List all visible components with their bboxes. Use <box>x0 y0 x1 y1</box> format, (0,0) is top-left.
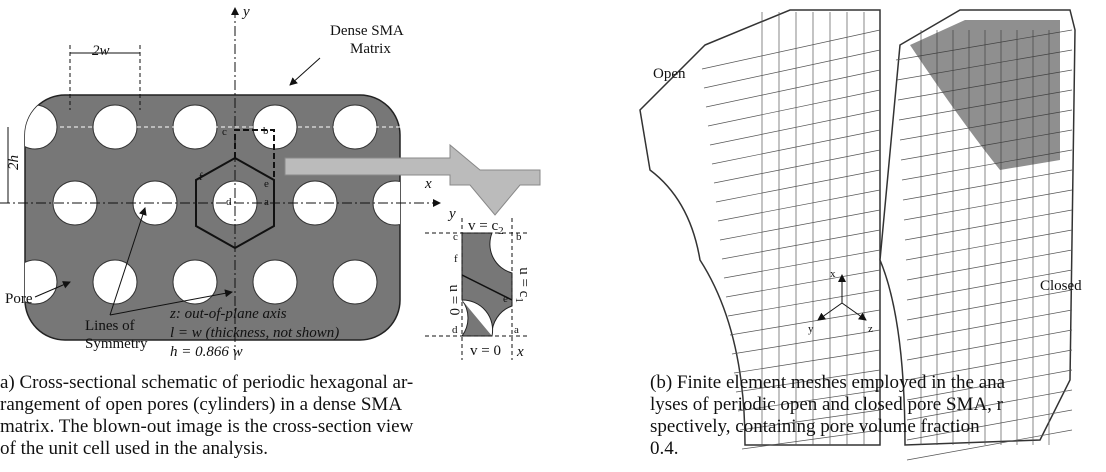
meshes: Open Closed x y z (b) Finite element mes… <box>640 10 1082 460</box>
label: Open <box>653 66 686 82</box>
caption-line: rangement of open pores (cylinders) in a… <box>0 394 402 415</box>
note: l = w (thickness, not shown) <box>170 325 339 341</box>
hex-point: b <box>263 125 269 137</box>
label: 2w <box>92 43 110 59</box>
caption: a) Cross-sectional schematic of periodic… <box>0 372 414 459</box>
label: Closed <box>1040 278 1082 294</box>
label: Dense SMA <box>330 23 404 39</box>
caption-line: a) Cross-sectional schematic of periodic… <box>0 372 413 393</box>
axis-label: x <box>424 176 432 192</box>
hex-point: d <box>226 196 232 208</box>
axis-label: z <box>868 323 873 335</box>
pore <box>13 105 57 149</box>
bc: u = 0 <box>446 285 462 316</box>
pore <box>253 260 297 304</box>
label: a <box>514 324 519 336</box>
pore <box>93 260 137 304</box>
pore <box>173 260 217 304</box>
bc: u = c1 <box>513 267 532 303</box>
caption-line: matrix. The blown-out image is the cross… <box>0 416 414 437</box>
label: Symmetry <box>85 336 148 352</box>
caption-line: lyses of periodic open and closed pore S… <box>650 394 1004 415</box>
axis-label: x <box>516 344 524 360</box>
axis-label: x <box>830 268 836 280</box>
note: z: out-of-plane axis <box>169 306 287 322</box>
bc: v = 0 <box>470 343 501 359</box>
caption: (b) Finite element meshes employed in th… <box>650 372 1006 459</box>
figure: y x Dense SMA Matrix 2w 2h b c e f d a Pore L… <box>0 0 1106 472</box>
label: f <box>454 253 458 265</box>
pointer <box>290 58 320 85</box>
inset: y x c b f e d a v = c2 v = 0 u = 0 u = c… <box>425 206 532 360</box>
axis-label: y <box>241 4 250 20</box>
pore <box>333 260 377 304</box>
hex-point: a <box>264 196 269 208</box>
hex-point: f <box>199 171 203 183</box>
label: c <box>453 231 458 243</box>
note: h = 0.866 w <box>170 344 243 360</box>
caption-line: 0.4. <box>650 438 679 459</box>
axis-label: y <box>808 323 814 335</box>
label: Pore <box>5 291 33 307</box>
caption-line: spectively, containing pore volume fract… <box>650 416 980 437</box>
label: b <box>516 231 522 243</box>
label: e <box>503 293 508 305</box>
caption-line: (b) Finite element meshes employed in th… <box>650 372 1006 393</box>
caption-line: of the unit cell used in the analysis. <box>0 438 268 459</box>
label: Lines of <box>85 318 135 334</box>
schematic: y x Dense SMA Matrix 2w 2h b c e f d a Pore L… <box>0 4 540 459</box>
label: 2h <box>6 155 22 170</box>
label: Matrix <box>350 41 391 57</box>
label: d <box>452 324 458 336</box>
axis-label: y <box>447 206 456 222</box>
hex-point: c <box>222 126 227 138</box>
hex-point: e <box>264 178 269 190</box>
